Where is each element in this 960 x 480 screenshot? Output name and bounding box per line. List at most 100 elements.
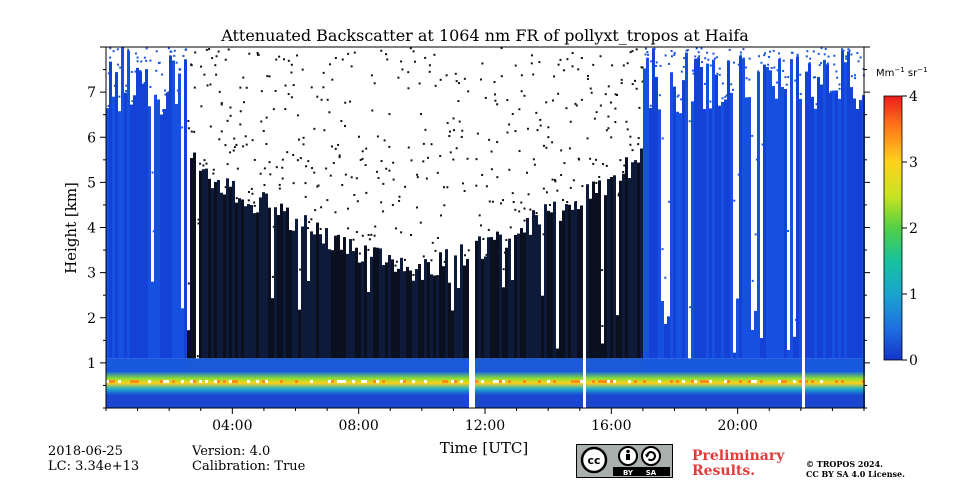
lower-layer (301, 358, 304, 375)
signal-column (586, 184, 589, 359)
noise-speckle (409, 233, 412, 236)
aerosol-band (238, 371, 241, 395)
lower-layer (181, 358, 184, 375)
lower-layer (154, 358, 157, 375)
noise-speckle (578, 158, 581, 161)
aerosol-band (178, 371, 181, 395)
aerosol-band (547, 371, 550, 395)
aerosol-band (706, 371, 709, 395)
lower-layer (145, 358, 148, 375)
aerosol-peak (166, 380, 169, 384)
noise-speckle (422, 255, 425, 258)
surface-layer (220, 394, 223, 408)
signal-column (664, 323, 667, 359)
lower-layer (553, 358, 556, 375)
signal-column (796, 56, 799, 359)
signal-column (712, 59, 715, 359)
noise-speckle (554, 180, 557, 183)
signal-column (517, 233, 520, 359)
aerosol-band (367, 371, 370, 395)
noise-speckle (439, 214, 442, 217)
lower-layer (127, 358, 130, 375)
surface-layer (463, 394, 466, 408)
aerosol-band (385, 371, 388, 395)
noise-speckle (278, 55, 281, 58)
lower-layer (577, 358, 580, 375)
noise-speckle (796, 55, 799, 58)
surface-layer (670, 394, 673, 408)
x-tick-label: 12:00 (465, 418, 505, 434)
lower-layer (772, 358, 775, 375)
noise-speckle (296, 54, 299, 57)
surface-layer (727, 394, 730, 408)
noise-speckle (556, 189, 559, 192)
aerosol-band (136, 371, 139, 395)
noise-speckle (419, 113, 422, 116)
surface-layer (226, 394, 229, 408)
lower-layer (706, 358, 709, 375)
lower-layer (304, 358, 307, 375)
surface-layer (712, 394, 715, 408)
noise-speckle (442, 186, 445, 189)
signal-column (709, 108, 712, 359)
signal-column (166, 92, 169, 359)
surface-layer (496, 394, 499, 408)
lower-layer (259, 358, 262, 375)
signal-column (115, 72, 118, 359)
colorbar-tick-label: 2 (909, 221, 918, 237)
signal-column (193, 152, 196, 359)
noise-speckle (605, 164, 608, 167)
noise-speckle (815, 103, 818, 106)
surface-layer (214, 394, 217, 408)
surface-layer (412, 394, 415, 408)
noise-speckle (548, 203, 551, 206)
aerosol-band (733, 371, 736, 395)
noise-speckle (655, 61, 658, 64)
surface-layer (355, 394, 358, 408)
noise-speckle (446, 186, 449, 189)
noise-speckle (392, 178, 395, 181)
noise-speckle (490, 150, 493, 153)
noise-speckle (505, 239, 508, 242)
lower-layer (223, 358, 226, 375)
lower-layer (157, 358, 160, 375)
surface-layer (334, 394, 337, 408)
signal-column (220, 192, 223, 359)
aerosol-band (448, 371, 451, 395)
noise-speckle (748, 78, 751, 81)
signal-column (121, 47, 124, 359)
noise-speckle (644, 53, 647, 56)
aerosol-band (688, 371, 691, 395)
noise-speckle (116, 63, 119, 66)
noise-speckle (751, 134, 754, 137)
noise-speckle (239, 123, 242, 126)
lower-layer (208, 358, 211, 375)
surface-layer (418, 394, 421, 408)
signal-column (700, 67, 703, 359)
surface-layer (169, 394, 172, 408)
surface-layer (790, 394, 793, 408)
signal-column (388, 255, 391, 359)
noise-speckle (412, 273, 415, 276)
signal-column (253, 213, 256, 359)
lower-layer (406, 358, 409, 375)
noise-speckle (214, 64, 217, 67)
aerosol-band (478, 371, 481, 395)
surface-layer (433, 394, 436, 408)
signal-column (250, 205, 253, 359)
noise-speckle (619, 159, 622, 162)
noise-speckle (817, 52, 820, 55)
surface-layer (295, 394, 298, 408)
footer-date: 2018-06-25 (48, 444, 123, 459)
aerosol-band (796, 371, 799, 395)
signal-column (112, 96, 115, 359)
aerosol-band (217, 371, 220, 395)
noise-speckle (461, 129, 464, 132)
signal-column (616, 315, 619, 359)
noise-speckle (745, 66, 748, 69)
surface-layer (592, 394, 595, 408)
aerosol-band (358, 371, 361, 395)
noise-speckle (670, 55, 673, 58)
noise-speckle (407, 146, 410, 149)
